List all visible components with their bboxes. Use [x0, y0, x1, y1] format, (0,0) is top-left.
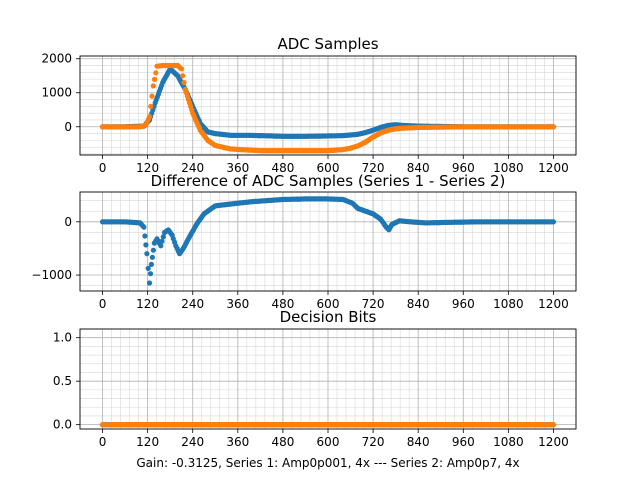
y-tick-label: 1.0: [53, 331, 72, 345]
data-point: [141, 224, 147, 230]
x-tick-label: 0: [99, 161, 107, 175]
data-point: [142, 233, 148, 239]
data-point: [159, 238, 165, 244]
data-point: [149, 254, 155, 260]
plot-frame: [79, 55, 577, 156]
data-point: [145, 265, 151, 271]
y-tick-label: 0: [64, 215, 72, 229]
x-tick-label: 960: [452, 161, 475, 175]
x-tick-label: 840: [407, 297, 430, 311]
data-point: [144, 251, 150, 257]
data-point: [151, 76, 158, 82]
x-tick-label: 1200: [538, 297, 569, 311]
x-tick-label: 240: [181, 435, 204, 449]
x-tick-label: 840: [407, 161, 430, 175]
y-tick-label: 1000: [41, 86, 72, 100]
x-tick-label: 720: [362, 161, 385, 175]
data-point: [158, 243, 164, 249]
x-tick-label: 960: [452, 297, 475, 311]
subplot-decision-bits: Decision Bits 0 120 240 360 480 600 720 840 960 1…: [53, 308, 577, 449]
data-point: [148, 261, 154, 267]
data-point: [160, 234, 166, 240]
x-tick-label: 1080: [493, 435, 524, 449]
x-tick-label: 360: [226, 435, 249, 449]
series-2-points: [99, 422, 557, 428]
y-tick-label: 0.0: [53, 418, 72, 432]
x-tick-label: 1080: [493, 161, 524, 175]
x-tick-label: 120: [136, 161, 159, 175]
y-tick-label: −1000: [31, 268, 72, 282]
data-point: [148, 103, 154, 109]
series-1-points: [99, 196, 557, 286]
subplot-title-difference: Difference of ADC Samples (Series 1 - Se…: [151, 172, 506, 190]
x-tick-label: 120: [136, 297, 159, 311]
x-tick-label: 240: [181, 161, 204, 175]
data-point: [181, 79, 187, 86]
data-point: [550, 124, 557, 130]
y-tick-label: 0: [64, 120, 72, 134]
x-tick-label: 360: [226, 297, 249, 311]
x-tick-label: 360: [226, 161, 249, 175]
data-point: [550, 219, 557, 225]
data-point: [150, 247, 156, 253]
data-point: [153, 70, 159, 76]
plot-frame: [79, 328, 577, 430]
data-point: [150, 83, 156, 89]
plot-frame: [79, 191, 577, 292]
x-tick-label: 1200: [538, 435, 569, 449]
x-tick-label: 960: [452, 435, 475, 449]
y-tick-label: 2000: [41, 52, 72, 66]
data-point: [550, 422, 557, 428]
x-tick-label: 600: [317, 297, 340, 311]
x-tick-label: 840: [407, 435, 430, 449]
data-point: [146, 114, 153, 120]
subplot-difference: Difference of ADC Samples (Series 1 - Se…: [31, 172, 577, 311]
data-point: [178, 66, 185, 72]
data-point: [146, 280, 153, 286]
x-tick-label: 600: [317, 161, 340, 175]
y-tick-label: 0.5: [53, 374, 72, 388]
x-tick-label: 600: [317, 435, 340, 449]
x-tick-label: 0: [99, 435, 107, 449]
x-tick-label: 480: [271, 161, 294, 175]
x-tick-label: 1080: [493, 297, 524, 311]
series-2-points: [99, 62, 557, 154]
x-tick-label: 1200: [538, 161, 569, 175]
data-point: [149, 93, 155, 99]
subplot-adc-samples: ADC Samples 0 120 240 360 480 600 720 840 960 108…: [41, 35, 577, 175]
x-tick-label: 720: [362, 435, 385, 449]
subplot-title-decision-bits: Decision Bits: [280, 308, 377, 326]
x-tick-label: 480: [271, 435, 294, 449]
figure-caption: Gain: -0.3125, Series 1: Amp0p001, 4x --…: [136, 456, 519, 470]
x-tick-label: 480: [271, 297, 294, 311]
data-point: [180, 73, 186, 79]
x-tick-label: 240: [181, 297, 204, 311]
x-tick-label: 0: [99, 297, 107, 311]
x-tick-label: 720: [362, 297, 385, 311]
data-point: [143, 242, 149, 248]
subplot-title-adc-samples: ADC Samples: [277, 35, 378, 53]
x-tick-label: 120: [136, 435, 159, 449]
data-point: [147, 271, 154, 277]
